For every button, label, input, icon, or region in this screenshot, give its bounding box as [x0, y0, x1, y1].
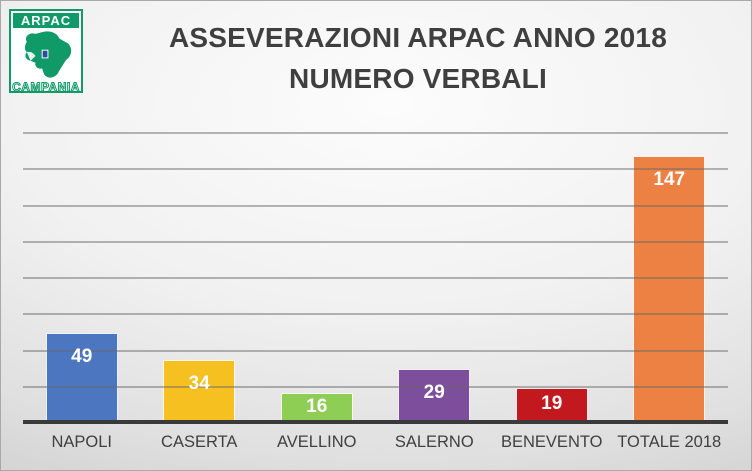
- chart-title: ASSEVERAZIONI ARPAC ANNO 2018 NUMERO VER…: [93, 17, 743, 99]
- gridline-80: [23, 277, 728, 279]
- gridline-120: [23, 204, 728, 207]
- gridline-40: [23, 349, 728, 352]
- campania-map-icon: [24, 31, 72, 78]
- logo-map-area: [11, 30, 81, 80]
- bar-value-label: 16: [306, 395, 328, 417]
- bar-value-label: 49: [71, 346, 93, 368]
- category-label-benevento: BENEVENTO: [501, 433, 603, 451]
- bar-totale-2018: [633, 155, 706, 422]
- arpac-logo: ARPAC Agenzia Regionale Protezione Ambie…: [9, 9, 83, 95]
- gridline-20: [23, 385, 728, 388]
- gridline-160: [23, 132, 728, 134]
- bar-value-label: 147: [653, 168, 686, 190]
- bar-benevento: [515, 387, 588, 422]
- gridline-60: [23, 313, 728, 316]
- category-label-caserta: CASERTA: [161, 433, 238, 451]
- bar-value-label: 29: [423, 382, 445, 404]
- logo-campania-wordmark: CAMPANIA: [12, 80, 80, 95]
- category-label-napoli: NAPOLI: [51, 433, 113, 451]
- gridline-140: [23, 168, 728, 171]
- chart-title-line2: NUMERO VERBALI: [289, 63, 547, 94]
- category-label-avellino: AVELLINO: [277, 433, 357, 451]
- category-label-salerno: SALERNO: [394, 433, 474, 451]
- chart-title-line1: ASSEVERAZIONI ARPAC ANNO 2018: [169, 22, 667, 53]
- bar-caserta: [163, 360, 236, 422]
- gridline-100: [23, 240, 728, 243]
- bar-value-label: 19: [541, 392, 563, 414]
- bar-value-label: 34: [188, 373, 210, 395]
- category-label-totale-2018: TOTALE 2018: [617, 433, 722, 451]
- x-axis-line: [23, 420, 728, 424]
- logo-arpac-wordmark: ARPAC: [12, 12, 80, 29]
- logo-emblem-icon: [41, 49, 49, 59]
